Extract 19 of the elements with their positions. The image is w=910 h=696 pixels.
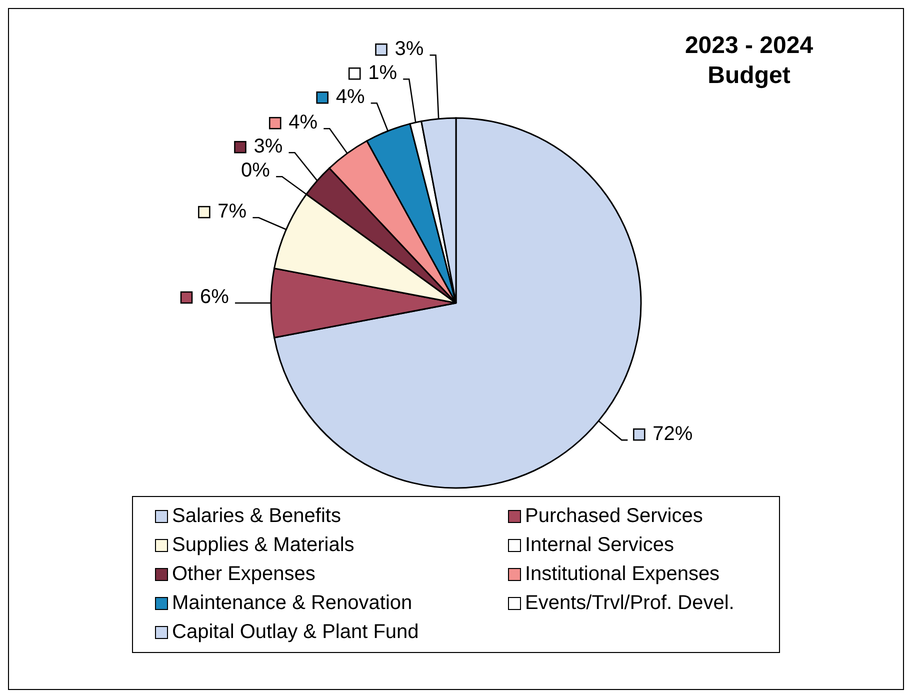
data-label: 1% [368,62,398,84]
legend-label: Purchased Services [525,505,703,528]
data-label: 72% [652,423,693,446]
legend-label: Institutional Expenses [525,563,720,586]
data-label: 6% [200,286,230,308]
legend-label: Maintenance & Renovation [172,592,412,615]
legend-label: Events/Trvl/Prof. Devel. [525,592,734,615]
legend-label: Internal Services [525,534,674,557]
data-label: 4% [336,86,365,108]
legend-label: Salaries & Benefits [172,505,341,528]
legend-label: Capital Outlay & Plant Fund [172,621,419,644]
data-label: 7% [218,200,247,223]
chart-title: 2023 - 2024 Budget [684,31,814,91]
data-label: 4% [288,112,318,134]
data-label: 3% [254,136,283,158]
text: 0% [241,160,270,182]
legend-label: Other Expenses [172,563,316,586]
legend-label: Supplies & Materials [172,534,354,557]
data-label: 3% [394,38,424,60]
